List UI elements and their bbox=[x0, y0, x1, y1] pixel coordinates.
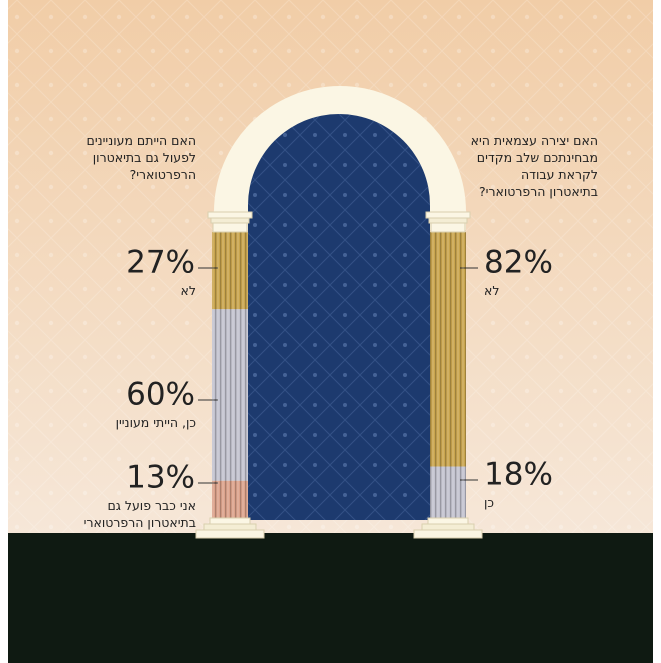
base bbox=[427, 517, 469, 525]
capital bbox=[430, 222, 466, 233]
segment-name: אני כבר פועל גם בתיאטרון הרפרטוארי bbox=[83, 498, 196, 530]
value-label: 82% bbox=[484, 245, 553, 281]
question: האם הייתם מעוניינים לפעול גם בתיאטרון הר… bbox=[86, 133, 196, 182]
fluting bbox=[212, 232, 248, 518]
floor bbox=[8, 533, 653, 663]
doorway-pattern bbox=[248, 114, 430, 520]
capital bbox=[210, 217, 250, 224]
capital bbox=[207, 211, 253, 219]
capital bbox=[428, 217, 468, 224]
segment-name: לא bbox=[180, 283, 196, 298]
value-label: 18% bbox=[484, 457, 553, 493]
capital bbox=[212, 222, 248, 233]
base bbox=[413, 529, 483, 539]
base bbox=[421, 523, 475, 531]
value-label: 13% bbox=[126, 460, 195, 496]
segment-name: כן, הייתי מעוניין bbox=[115, 415, 196, 430]
base bbox=[209, 517, 251, 525]
base bbox=[195, 529, 265, 539]
value-label: 60% bbox=[126, 377, 195, 413]
fluting bbox=[430, 232, 466, 518]
base bbox=[203, 523, 257, 531]
question: האם יצירה עצמאית היא מבחינתכם שלב מקדים … bbox=[470, 133, 598, 199]
segment-name: כן bbox=[484, 495, 495, 510]
value-label: 27% bbox=[126, 245, 195, 281]
capital bbox=[425, 211, 471, 219]
segment-name: לא bbox=[484, 283, 500, 298]
